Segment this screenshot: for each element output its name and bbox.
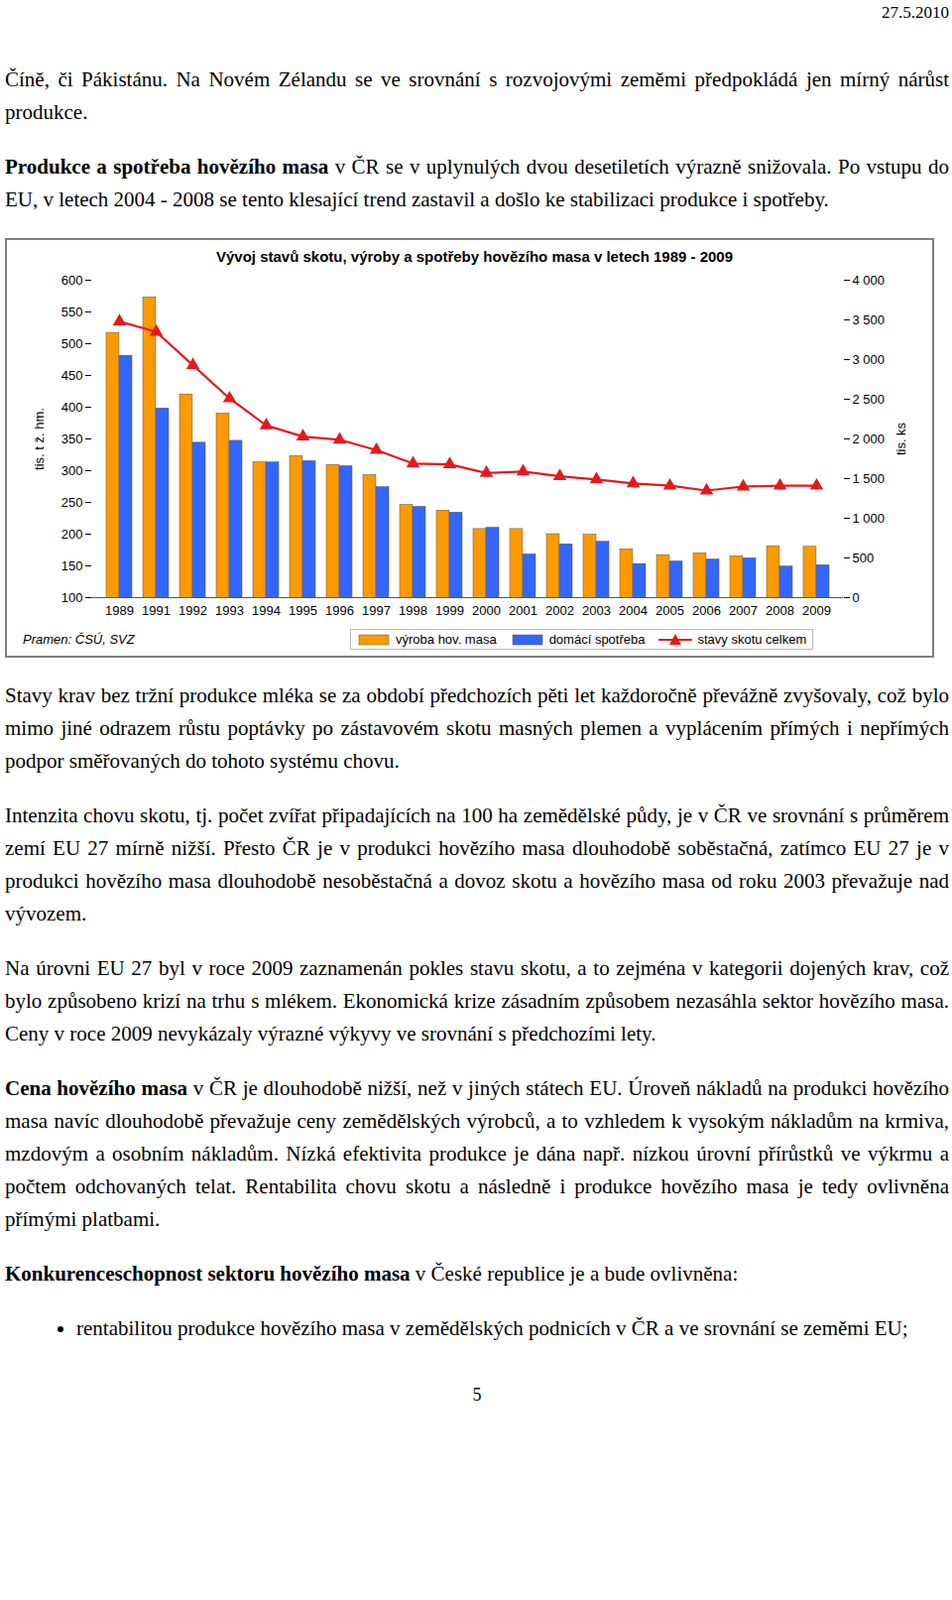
svg-text:1992: 1992 [178,602,208,618]
html-text:rentabilitou produkce hovězího: rentabilitou produkce hovězího masa v ze… [76,1315,908,1340]
html-text:Konkurenceschopnost sektoru ho: Konkurenceschopnost sektoru hovězího mas… [4,1261,738,1286]
svg-text:tis. ks: tis. ks [893,421,909,456]
svg-text:2000: 2000 [472,602,501,618]
svg-text:450: 450 [61,367,84,383]
svg-text:2007: 2007 [728,602,758,618]
svg-text:1995: 1995 [288,602,318,618]
html-text:Pramen: ČSÚ, SVZ: Pramen: ČSÚ, SVZ [22,631,135,647]
html-text:Cena hovězího masa v ČR je dlo: Cena hovězího masa v ČR je dlouhodobě ni… [4,1075,950,1231]
svg-text:2005: 2005 [655,602,685,618]
svg-text:1991: 1991 [141,602,171,618]
svg-text:2003: 2003 [582,602,611,618]
svg-text:4 000: 4 000 [852,272,886,288]
html-text:Vývoj stavů skotu, výroby a sp: Vývoj stavů skotu, výroby a spotřeby hov… [216,247,733,265]
html-text:Číně, či Pákistánu. Na Novém Z: Číně, či Pákistánu. Na Novém Zélandu se … [4,67,950,124]
svg-text:2008: 2008 [765,602,795,618]
svg-text:1 500: 1 500 [852,471,886,486]
svg-text:1994: 1994 [251,602,281,618]
svg-text:1989: 1989 [105,602,134,618]
svg-text:3 000: 3 000 [852,352,886,367]
html-text:Produkce a spotřeba hovězího m: Produkce a spotřeba hovězího masa v ČR s… [4,154,950,212]
svg-text:300: 300 [61,463,84,478]
html-text:Intenzita chovu skotu, tj. poč: Intenzita chovu skotu, tj. počet zvířat … [4,803,950,926]
svg-text:350: 350 [61,431,84,447]
svg-text:500: 500 [61,336,84,352]
svg-text:1 000: 1 000 [852,510,886,526]
svg-text:2001: 2001 [508,602,538,618]
html-text:výroba hov. masa: výroba hov. masa [395,631,497,647]
html-text:stavy skotu celkem: stavy skotu celkem [697,631,807,647]
html-text:27.5.2010: 27.5.2010 [881,2,950,22]
svg-text:2 500: 2 500 [852,391,886,407]
svg-text:600: 600 [61,272,84,288]
svg-text:2006: 2006 [692,602,721,618]
svg-text:200: 200 [61,526,84,542]
svg-text:100: 100 [61,590,84,605]
html-text:5: 5 [472,1384,482,1405]
html-text:Stavy krav bez tržní produkce: Stavy krav bez tržní produkce mléka se z… [4,683,950,773]
svg-text:250: 250 [61,494,84,510]
html-text:domácí spotřeba: domácí spotřeba [548,631,646,647]
svg-text:1993: 1993 [215,602,244,618]
svg-text:0: 0 [852,590,860,605]
svg-text:1999: 1999 [435,602,465,618]
svg-text:1996: 1996 [325,602,355,618]
svg-text:550: 550 [61,304,84,320]
svg-text:2002: 2002 [545,602,575,618]
svg-text:1997: 1997 [361,602,391,618]
svg-text:2004: 2004 [618,602,648,618]
svg-text:2 000: 2 000 [852,431,886,447]
svg-text:tis. t ž. hm.: tis. t ž. hm. [31,407,47,471]
svg-text:2009: 2009 [802,602,832,618]
svg-text:1998: 1998 [398,602,428,618]
svg-text:400: 400 [61,399,84,415]
html-text:Na úrovni EU 27 byl v roce 200: Na úrovni EU 27 byl v roce 2009 zaznamen… [4,955,950,1046]
svg-text:3 500: 3 500 [852,312,886,328]
svg-text:500: 500 [852,550,875,566]
svg-text:150: 150 [61,558,84,574]
